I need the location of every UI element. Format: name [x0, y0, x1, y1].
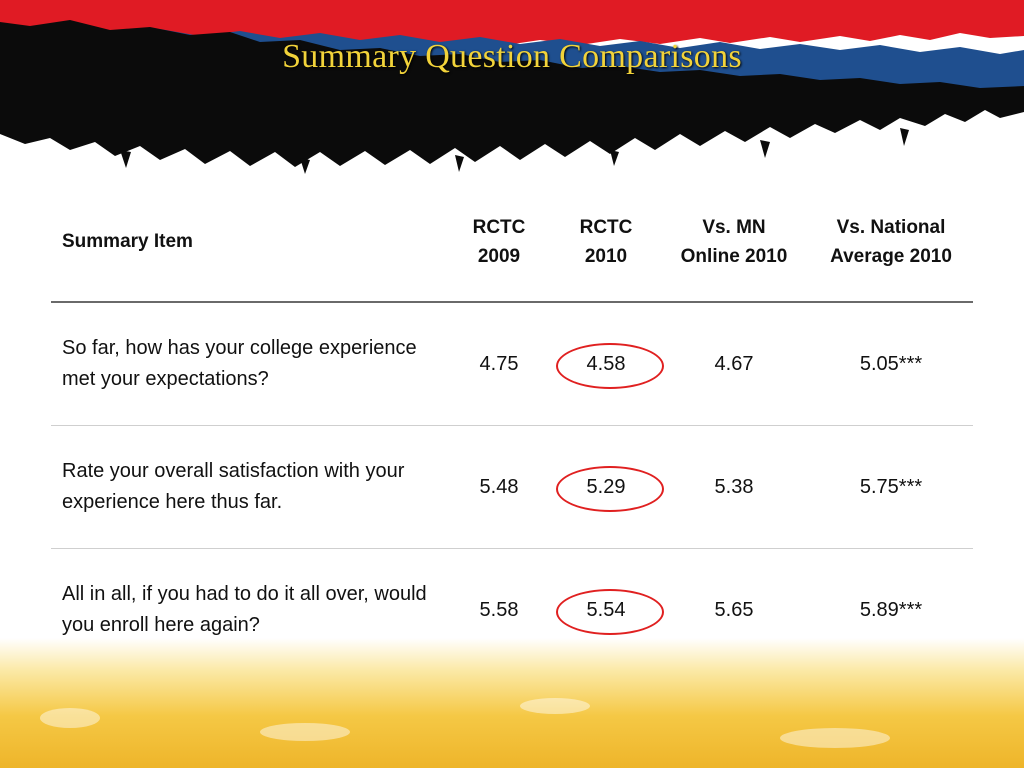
cell-rctc-2009: 5.48: [479, 476, 519, 498]
cell-mn-online-2010: 4.67: [714, 353, 754, 375]
highlight-circle: [556, 589, 664, 635]
cell-rctc-2009: 4.75: [479, 353, 519, 375]
footer-spot: [260, 723, 350, 741]
banner-graphic: [0, 0, 1024, 174]
footer-spot: [780, 728, 890, 748]
cell-rctc-2009: 5.58: [479, 599, 519, 621]
comparison-table: Summary Item RCTC 2009 RCTC 2010 Vs. MN …: [51, 205, 973, 671]
row-question: All in all, if you had to do it all over…: [62, 583, 427, 636]
highlight-circle: [556, 466, 664, 512]
header-national-average-2010: Vs. National Average 2010: [830, 217, 952, 267]
header-rctc-2009: RCTC 2009: [472, 217, 526, 267]
cell-national-average-2010: 5.75***: [859, 476, 923, 498]
cell-national-average-2010: 5.05***: [859, 353, 923, 375]
table-header: Summary Item RCTC 2009 RCTC 2010 Vs. MN …: [51, 205, 973, 303]
header-summary-item: Summary Item: [62, 231, 193, 252]
highlight-circle: [556, 343, 664, 389]
cell-mn-online-2010: 5.65: [714, 599, 754, 621]
table-row: So far, how has your college experience …: [51, 303, 973, 426]
header-rctc-2010: RCTC 2010: [579, 217, 633, 267]
cell-mn-online-2010: 5.38: [714, 476, 754, 498]
table-row: All in all, if you had to do it all over…: [51, 549, 973, 671]
cell-national-average-2010: 5.89***: [859, 599, 923, 621]
table-row: Rate your overall satisfaction with your…: [51, 426, 973, 549]
row-question: So far, how has your college experience …: [62, 337, 417, 390]
row-question: Rate your overall satisfaction with your…: [62, 460, 405, 513]
footer-spot: [40, 708, 100, 728]
header-banner: [0, 0, 1024, 175]
header-mn-online-2010: Vs. MN Online 2010: [680, 217, 788, 267]
footer-band: [0, 638, 1024, 768]
footer-spot: [520, 698, 590, 714]
slide-title: Summary Question Comparisons: [282, 38, 742, 75]
